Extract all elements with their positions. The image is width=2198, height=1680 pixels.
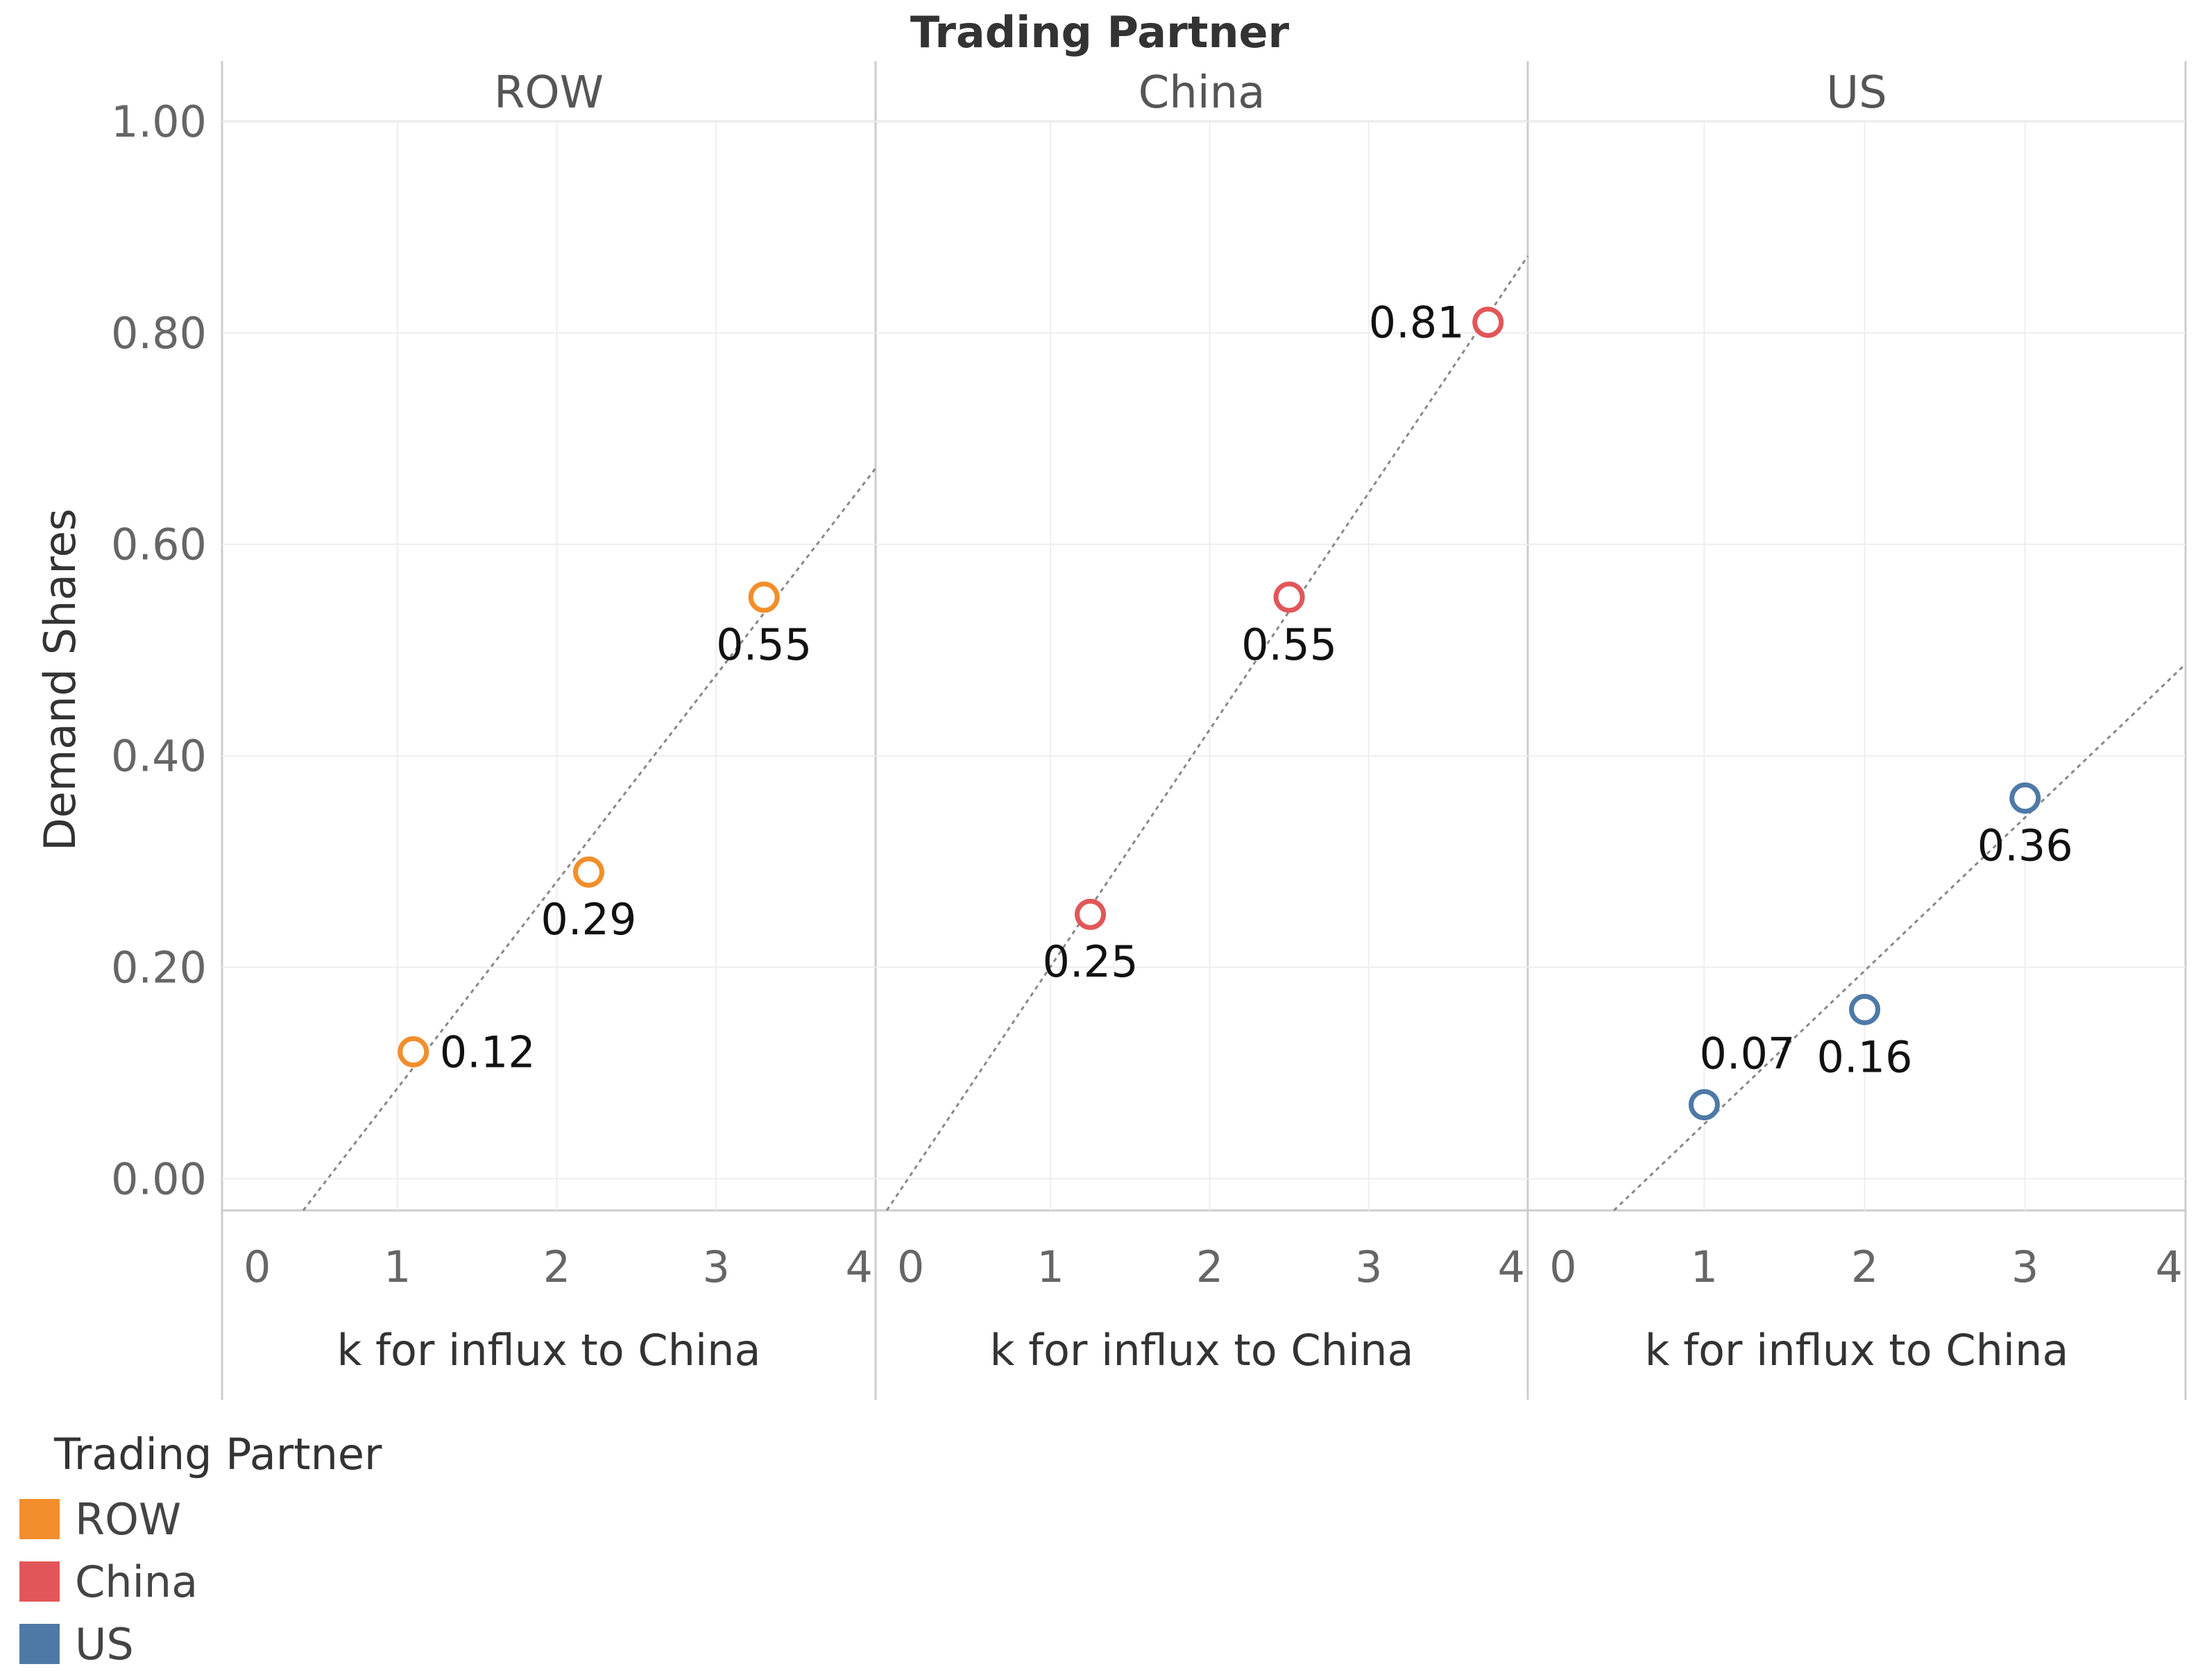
x-tick-label: 2 bbox=[1196, 1242, 1223, 1292]
legend-swatch-row bbox=[19, 1499, 60, 1539]
x-tick-label: 0 bbox=[897, 1242, 924, 1292]
data-label-china: 0.55 bbox=[1241, 619, 1337, 670]
y-tick-label: 0.20 bbox=[111, 942, 207, 993]
legend-title: Trading Partner bbox=[54, 1429, 382, 1480]
x-axis-title: k for influx to China bbox=[337, 1325, 761, 1375]
panel-title-us: US bbox=[1826, 67, 1886, 119]
y-axis-title: Demand Shares bbox=[35, 508, 85, 851]
legend-item-us[interactable]: US bbox=[19, 1613, 382, 1675]
data-point-china[interactable] bbox=[1273, 581, 1305, 613]
trend-line-china bbox=[885, 255, 1529, 1211]
trend-line-us bbox=[1613, 663, 2187, 1212]
x-axis-title: k for influx to China bbox=[1645, 1325, 2069, 1375]
data-label-row: 0.29 bbox=[540, 894, 636, 945]
data-point-china[interactable] bbox=[1075, 898, 1107, 930]
x-tick-label: 3 bbox=[703, 1242, 730, 1292]
legend-item-china[interactable]: China bbox=[19, 1550, 382, 1613]
x-tick-label: 4 bbox=[846, 1242, 873, 1292]
legend-label-row: ROW bbox=[75, 1493, 182, 1545]
chart-title: Trading Partner bbox=[910, 7, 1290, 58]
data-point-china[interactable] bbox=[1472, 307, 1504, 338]
data-point-us[interactable] bbox=[1688, 1089, 1720, 1121]
data-label-china: 0.81 bbox=[1369, 298, 1465, 348]
panel-title-china: China bbox=[1139, 67, 1266, 119]
x-tick-label: 2 bbox=[543, 1242, 570, 1292]
data-point-us[interactable] bbox=[2009, 782, 2041, 814]
x-tick-label: 1 bbox=[1691, 1242, 1718, 1292]
y-tick-label: 0.60 bbox=[111, 520, 207, 570]
trend-line-row bbox=[302, 468, 877, 1211]
data-point-row[interactable] bbox=[572, 856, 604, 888]
x-tick-label: 4 bbox=[1498, 1242, 1525, 1292]
x-tick-label: 2 bbox=[1851, 1242, 1878, 1292]
panel-title-row: ROW bbox=[494, 67, 604, 119]
data-point-row[interactable] bbox=[748, 581, 780, 613]
y-tick-label: 0.40 bbox=[111, 731, 207, 782]
y-tick-label: 1.00 bbox=[111, 96, 207, 147]
data-point-row[interactable] bbox=[398, 1036, 429, 1068]
faceted-scatter-chart: Trading Partner Demand Shares 0.00 0.20 0.40… bbox=[35, 7, 2187, 1400]
y-tick-label: 0.00 bbox=[111, 1154, 207, 1204]
data-label-china: 0.25 bbox=[1042, 936, 1138, 987]
data-label-us: 0.07 bbox=[1699, 1029, 1795, 1079]
x-axis-title: k for influx to China bbox=[990, 1325, 1414, 1375]
x-tick-label: 3 bbox=[1355, 1242, 1382, 1292]
data-point-us[interactable] bbox=[1849, 993, 1881, 1025]
x-tick-label: 0 bbox=[1549, 1242, 1576, 1292]
legend-label-china: China bbox=[75, 1556, 198, 1607]
y-tick-label: 0.80 bbox=[111, 308, 207, 359]
x-tick-label: 0 bbox=[244, 1242, 271, 1292]
legend-item-row[interactable]: ROW bbox=[19, 1488, 382, 1550]
legend: Trading Partner ROW China US bbox=[19, 1429, 382, 1675]
data-label-us: 0.16 bbox=[1817, 1031, 1913, 1082]
x-tick-label: 1 bbox=[1037, 1242, 1064, 1292]
x-tick-label: 1 bbox=[384, 1242, 411, 1292]
legend-swatch-china bbox=[19, 1561, 60, 1602]
data-label-row: 0.12 bbox=[440, 1027, 536, 1077]
data-label-us: 0.36 bbox=[1977, 821, 2073, 871]
legend-label-us: US bbox=[75, 1618, 134, 1670]
x-tick-label: 4 bbox=[2156, 1242, 2183, 1292]
legend-swatch-us bbox=[19, 1624, 60, 1664]
data-label-row: 0.55 bbox=[716, 619, 812, 670]
x-tick-label: 3 bbox=[2011, 1242, 2038, 1292]
